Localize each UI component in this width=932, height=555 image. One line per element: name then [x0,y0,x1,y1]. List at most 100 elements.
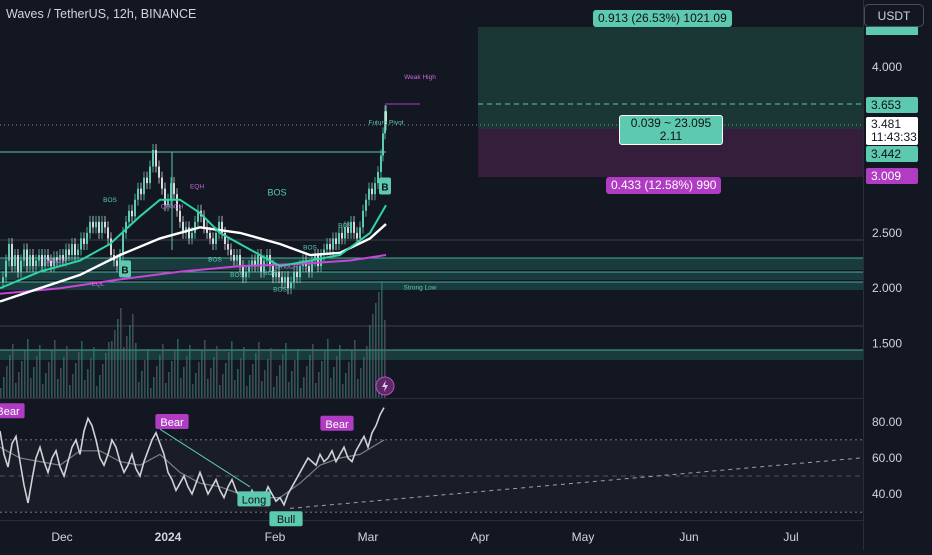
candle-body [65,249,67,261]
candle-body [341,232,343,239]
candle-body [59,255,61,261]
price-axis-tick: 2.000 [872,281,902,295]
lightning-icon [375,376,395,396]
candle-body [161,177,163,189]
candle-body [134,199,136,217]
volume-bar [132,314,134,398]
candle-body [377,172,379,184]
candle-body [245,271,247,278]
ema-slow-line [0,254,387,295]
volume-bar [228,352,230,398]
ratio-line-2: 2.11 [659,129,683,143]
candle-body [281,277,283,283]
volume-bar [168,372,170,398]
candle-body [89,221,91,233]
candle-body [278,271,280,278]
position-stop-label[interactable]: 0.433 (12.58%) 990 [606,177,722,194]
ratio-line-1: 0.039 ~ 23.095 [630,116,712,130]
volume-bar [270,348,272,398]
candle-body [248,266,250,272]
smc-annotation: CHoCH [44,258,67,265]
volume-bar [306,366,308,398]
volume-bar [120,308,122,398]
candle-body [218,221,220,233]
position-ratio-label[interactable]: 0.039 ~ 23.095 2.11 [619,115,723,145]
candle-body [143,177,145,195]
volume-bar [312,344,314,398]
time-axis-label: Jul [783,530,798,544]
volume-bar [243,347,245,398]
candle-body [314,255,316,261]
candle-body [242,266,244,278]
candle-body [326,243,328,250]
candle-body [155,149,157,167]
oscillator-signal-label: Long [237,491,271,507]
candle-body [296,271,298,278]
volume-bar [60,368,62,398]
candle-body [260,255,262,272]
chart-title: Waves / TetherUS, 12h, BINANCE [6,7,197,21]
volume-bar [126,336,128,398]
oscillator-line [0,407,385,507]
candle-body [32,255,34,267]
oscillator-label-box [237,491,271,507]
volume-bar [30,378,32,398]
volume-bar [108,342,110,398]
buy-signal-marker [379,177,391,195]
oscillator-label-box [0,403,25,419]
volume-bar [225,363,227,398]
oscillator-label-text: Bull [277,514,295,526]
position-target-label[interactable]: 0.913 (26.53%) 1021.09 [593,10,732,27]
oscillator-axis-tick: 60.00 [872,451,902,465]
candle-layer [2,105,387,295]
smc-annotation: Future Pivot [368,120,403,127]
candle-body [203,216,205,228]
volume-bar [84,380,86,398]
candle-body [356,232,358,239]
candle-body [197,210,199,222]
volume-bar [207,379,209,398]
volume-bar [324,350,326,398]
volume-bar [33,367,35,398]
current-price-tag: 3.481 11:43:33 [866,117,918,145]
volume-bar [90,358,92,398]
candle-body [182,221,184,233]
volume-bar [213,357,215,398]
volume-bar [273,387,275,398]
volume-bar [57,379,59,398]
candle-body [50,260,52,267]
candle-body [29,255,31,267]
volume-bar [381,281,383,398]
volume-bar [93,347,95,398]
volume-bar [9,355,11,398]
volume-bar [177,339,179,398]
volume-bar [204,340,206,398]
volume-bar [87,369,89,398]
candle-body [122,232,124,256]
volume-bar [234,380,236,398]
current-price: 3.481 [871,117,902,131]
bar-countdown: 11:43:33 [871,130,917,144]
close-price-tag: 3.442 [866,146,918,162]
buy-signal-marker [119,260,131,278]
smc-annotation: BOS [208,257,222,264]
volume-bar [303,377,305,398]
candle-body [365,199,367,211]
candle-body [290,282,292,289]
candle-body [191,232,193,239]
oscillator-signal-label: Bull [269,511,303,527]
currency-button[interactable]: USDT [864,4,924,27]
candle-body [299,266,301,278]
volume-bar [111,341,113,398]
candle-body [209,232,211,239]
volume-bar [99,375,101,398]
volume-bar [69,385,71,398]
volume-bar [222,374,224,398]
volume-bar [198,362,200,398]
candle-body [257,255,259,267]
oscillator-signal-label: Bear [155,414,189,429]
volume-bar [351,351,353,398]
volume-bar [45,373,47,398]
